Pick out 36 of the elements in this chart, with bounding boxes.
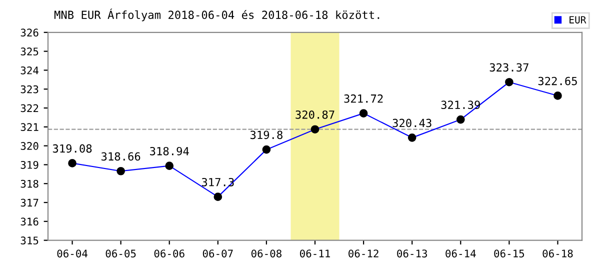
y-tick-label: 321	[20, 123, 38, 132]
y-tick-label: 325	[20, 48, 38, 56]
y-tick-label: 317	[20, 198, 38, 207]
y-tick-label: 323	[20, 85, 38, 94]
data-label: 321.72	[344, 94, 383, 103]
data-label: 320.87	[296, 110, 334, 119]
x-tick-label: 06-04	[57, 250, 88, 258]
data-label: 320.43	[392, 118, 432, 128]
chart-title: MNB EUR Árfolyam 2018-06-04 és 2018-06-18 között.	[54, 8, 380, 22]
data-label: 318.94	[150, 146, 189, 156]
x-tick-label: 06-18	[542, 250, 573, 258]
x-tick-label: 06-06	[154, 250, 184, 258]
x-tick-label: 06-13	[397, 250, 427, 258]
x-tick-label: 06-08	[251, 250, 282, 258]
data-label: 319.08	[52, 144, 92, 153]
x-tick-label: 06-14	[446, 250, 476, 258]
data-label: 322.65	[538, 76, 577, 86]
x-tick-label: 06-07	[202, 250, 233, 258]
data-label: 318.66	[101, 152, 140, 161]
data-label: 317.3	[202, 178, 234, 186]
y-tick-label: 322	[20, 104, 38, 112]
y-tick-label: 315	[20, 236, 38, 244]
x-tick-label: 06-12	[348, 250, 378, 258]
y-tick-label: 319	[20, 160, 38, 169]
y-tick-label: 320	[20, 142, 38, 150]
x-tick-label: 06-05	[106, 250, 136, 258]
y-tick-label: 324	[20, 66, 38, 74]
legend-label: EUR	[570, 16, 586, 24]
y-tick-label: 318	[20, 180, 38, 188]
data-label: 321.39	[441, 100, 480, 110]
x-tick-label: 06-11	[300, 250, 330, 258]
x-tick-label: 06-15	[494, 250, 524, 258]
y-tick-label: 316	[20, 218, 38, 226]
data-label: 323.37	[490, 63, 528, 72]
y-tick-label: 326	[20, 28, 38, 37]
data-label: 319.8	[250, 130, 282, 140]
